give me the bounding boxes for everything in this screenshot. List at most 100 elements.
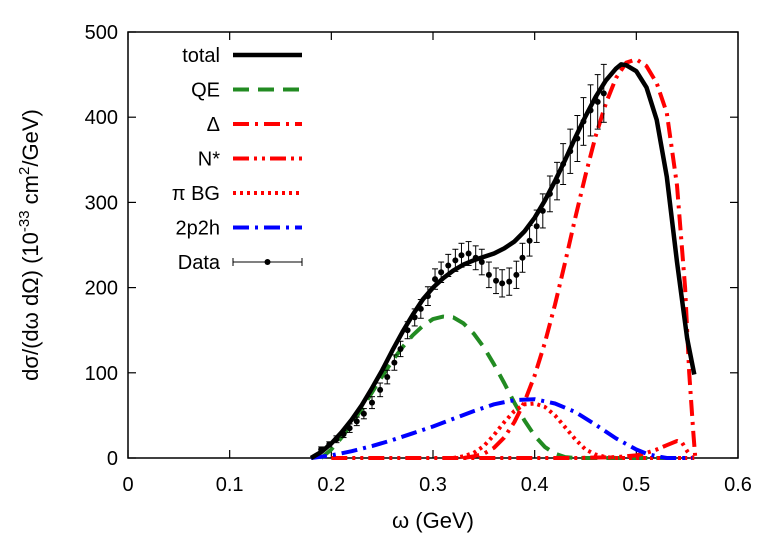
data-marker <box>499 280 506 287</box>
data-marker <box>478 259 485 266</box>
legend-item-total: total <box>182 45 302 67</box>
data-point <box>404 321 411 340</box>
data-marker <box>452 257 459 264</box>
series-layer <box>309 57 698 460</box>
y-tick-label: 300 <box>85 192 118 214</box>
data-point <box>580 97 587 146</box>
data-marker <box>318 446 325 453</box>
data-point <box>326 441 333 448</box>
y-axis-title-exp2: 2 <box>16 167 33 175</box>
legend-item-qe: QE <box>191 80 302 102</box>
y-tick-label: 0 <box>107 448 118 470</box>
series-line-n <box>331 439 695 460</box>
data-point <box>472 245 479 271</box>
legend-item-n: N* <box>198 149 302 171</box>
series-line-bg <box>452 401 688 460</box>
data-marker <box>424 293 431 300</box>
legend-item-bg: π BG <box>172 183 302 205</box>
data-marker <box>377 386 384 393</box>
data-marker <box>472 254 479 261</box>
data-point <box>526 224 533 257</box>
legend-label: π BG <box>172 183 220 205</box>
data-point <box>574 114 581 163</box>
x-tick-label: 0.5 <box>622 474 650 496</box>
y-axis-title-mid: cm <box>18 175 43 210</box>
x-tick-label: 0.1 <box>216 474 244 496</box>
data-point <box>506 267 513 296</box>
legend-sample-marker <box>264 259 271 265</box>
data-marker <box>458 252 465 259</box>
legend-label: N* <box>198 149 220 171</box>
data-marker <box>546 190 553 197</box>
data-marker <box>391 359 398 366</box>
y-axis-title-suffix: /GeV) <box>18 109 43 166</box>
data-point <box>478 248 485 276</box>
data-point <box>377 382 384 398</box>
x-axis-ticks: 0 0.1 0.2 0.3 0.4 0.5 0.6 <box>122 32 752 496</box>
y-tick-label: 200 <box>85 278 118 300</box>
data-point <box>340 430 347 439</box>
x-tick-label: 0.4 <box>521 474 549 496</box>
x-tick-label: 0.3 <box>419 474 447 496</box>
data-marker <box>346 425 353 432</box>
data-point <box>318 446 325 453</box>
data-marker <box>560 161 567 168</box>
data-marker <box>485 271 492 278</box>
data-marker <box>369 399 375 406</box>
data-marker <box>594 98 601 105</box>
legend: total QE Δ N* π BG 2p2h Data <box>172 45 303 274</box>
series-line-qe <box>319 314 667 460</box>
legend-label: total <box>182 45 220 67</box>
data-marker <box>567 148 574 155</box>
data-point <box>432 268 439 290</box>
data-marker <box>411 314 418 321</box>
y-tick-label: 400 <box>85 107 118 129</box>
data-points <box>318 63 607 453</box>
data-point <box>452 248 459 272</box>
data-marker <box>360 410 367 417</box>
data-marker <box>574 135 581 142</box>
data-marker <box>587 107 594 114</box>
y-axis-ticks: 0 100 200 300 400 500 <box>85 22 738 470</box>
data-point <box>346 423 353 433</box>
data-marker <box>506 278 513 285</box>
data-marker <box>333 436 340 443</box>
data-point <box>438 261 445 283</box>
data-point <box>333 435 340 444</box>
data-marker <box>397 345 404 352</box>
data-point <box>539 193 546 229</box>
legend-label: Data <box>178 252 221 274</box>
data-point <box>587 84 594 137</box>
data-marker <box>353 418 360 425</box>
data-marker <box>404 327 411 334</box>
y-tick-label: 500 <box>85 22 118 44</box>
data-point <box>600 63 607 123</box>
data-marker <box>554 178 561 185</box>
data-marker <box>519 254 526 261</box>
data-marker <box>340 431 347 438</box>
y-axis-title-exp1: -33 <box>16 210 33 232</box>
y-axis-title-prefix: dσ/(dω dΩ) (10 <box>18 232 43 381</box>
data-marker <box>438 269 445 276</box>
data-marker <box>513 271 520 278</box>
series-line-series <box>463 57 698 460</box>
legend-label: Δ <box>207 114 220 136</box>
data-marker <box>533 223 540 230</box>
data-point <box>411 308 418 327</box>
x-axis-title: ω (GeV) <box>392 508 474 533</box>
legend-item-2p2h: 2p2h <box>176 218 302 240</box>
data-point <box>424 286 431 306</box>
data-point <box>519 242 526 273</box>
data-point <box>499 269 506 298</box>
data-marker <box>493 277 500 284</box>
data-marker <box>445 262 452 269</box>
data-marker <box>600 90 607 97</box>
data-marker <box>526 237 533 244</box>
data-point <box>485 261 492 289</box>
data-marker <box>417 305 424 312</box>
x-tick-label: 0 <box>122 474 133 496</box>
data-marker <box>465 250 472 257</box>
data-point <box>369 396 375 410</box>
data-point <box>560 143 567 186</box>
